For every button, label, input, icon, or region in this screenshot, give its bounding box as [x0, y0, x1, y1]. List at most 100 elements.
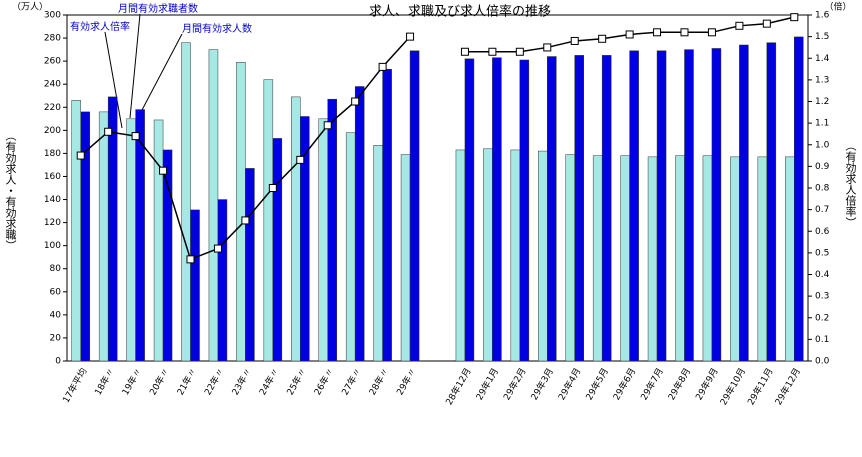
x-tick-label: 29年7月 — [638, 366, 666, 402]
marker — [488, 47, 497, 56]
bar — [98, 111, 109, 362]
x-tick-label: 29年11月 — [745, 366, 776, 407]
bar — [236, 62, 246, 362]
x-tick-label: 21年〃 — [174, 366, 199, 398]
y2-tick-label: 1.4 — [815, 54, 830, 64]
bar — [785, 156, 795, 362]
marker — [790, 13, 799, 22]
leader-line — [129, 13, 141, 119]
legend-entry: 有効求人倍率 — [70, 20, 130, 33]
y2-tick-label: 0.7 — [815, 205, 829, 215]
x-tick-label: 29年5月 — [583, 366, 611, 402]
bar — [547, 56, 557, 362]
bar — [71, 100, 81, 362]
y-tick-label: 20 — [50, 333, 62, 343]
marker — [351, 97, 360, 106]
x-tick-label: 28年〃 — [366, 366, 391, 398]
y2-tick-label: 0.9 — [815, 162, 830, 172]
x-tick-label: 26年〃 — [311, 366, 336, 398]
bar — [272, 138, 283, 362]
marker — [104, 127, 113, 136]
bar — [217, 199, 228, 362]
y2-tick-label: 1.1 — [815, 119, 829, 129]
y2-tick-label: 0.4 — [815, 270, 830, 280]
y-tick-label: 220 — [44, 103, 61, 113]
x-tick-label: 29年〃 — [394, 366, 419, 398]
x-tick-label: 29年10月 — [717, 366, 748, 407]
marker — [762, 19, 771, 28]
marker — [406, 32, 415, 41]
legend-entry: 月間有効求職者数 — [118, 2, 198, 15]
bar — [190, 209, 200, 362]
y-tick-label: 140 — [44, 195, 61, 205]
bar — [757, 156, 768, 362]
y-tick-label: 300 — [44, 11, 61, 21]
bar — [263, 79, 274, 362]
chart-title: 求人、求職及び求人倍率の推移 — [369, 4, 551, 20]
bar — [382, 68, 392, 362]
bar — [730, 156, 740, 362]
marker — [378, 62, 387, 71]
marker — [515, 47, 524, 56]
bar — [629, 50, 639, 362]
bar — [794, 36, 804, 362]
bar — [647, 156, 658, 362]
bar — [656, 50, 667, 362]
bar — [107, 96, 118, 362]
marker — [653, 28, 662, 37]
y-tick-label: 160 — [44, 172, 61, 182]
y2-tick-label: 1.5 — [815, 32, 829, 42]
y2-tick-label: 0.6 — [815, 227, 830, 237]
x-tick-label: 29年6月 — [610, 366, 638, 402]
marker — [735, 21, 744, 30]
bar — [483, 148, 493, 362]
x-tick-label: 24年〃 — [256, 366, 281, 398]
bar — [455, 149, 466, 362]
bar — [153, 119, 164, 362]
bar — [162, 149, 173, 362]
y-unit: （万人） — [12, 2, 48, 13]
bar — [601, 55, 612, 362]
y2-tick-label: 0.8 — [815, 184, 830, 194]
bar — [400, 154, 411, 362]
x-tick-label: 20年〃 — [147, 366, 172, 398]
marker — [268, 184, 277, 192]
x-tick-label: 19年〃 — [119, 366, 144, 398]
marker — [131, 132, 140, 141]
bar — [354, 86, 365, 362]
bar — [245, 168, 255, 362]
marker — [241, 216, 250, 225]
bar — [318, 118, 328, 362]
bar — [702, 155, 713, 362]
y-axis-title: （有効求人・有効求職） — [4, 130, 17, 251]
bar — [464, 58, 475, 362]
bar — [711, 48, 722, 362]
marker — [323, 121, 332, 130]
bar — [766, 42, 777, 362]
bar — [739, 44, 749, 362]
x-tick-label: 29年12月 — [772, 366, 803, 407]
marker — [570, 36, 579, 45]
bar — [538, 150, 548, 362]
marker — [76, 151, 85, 160]
marker — [598, 34, 607, 43]
bar — [675, 155, 685, 362]
x-tick-label: 17年平均 — [60, 366, 90, 405]
bar — [592, 155, 603, 362]
bar — [327, 98, 337, 362]
bar — [684, 49, 694, 362]
x-tick-label: 29年2月 — [501, 366, 529, 402]
bar — [80, 111, 90, 362]
y2-tick-label: 0.3 — [815, 292, 829, 302]
bar — [492, 57, 502, 362]
y-tick-label: 120 — [44, 218, 61, 228]
bar — [345, 132, 356, 362]
bar — [409, 50, 420, 362]
bar — [373, 145, 383, 362]
marker — [460, 47, 469, 56]
leader-line — [104, 31, 123, 129]
y-tick-label: 60 — [50, 287, 62, 297]
marker — [296, 155, 305, 164]
